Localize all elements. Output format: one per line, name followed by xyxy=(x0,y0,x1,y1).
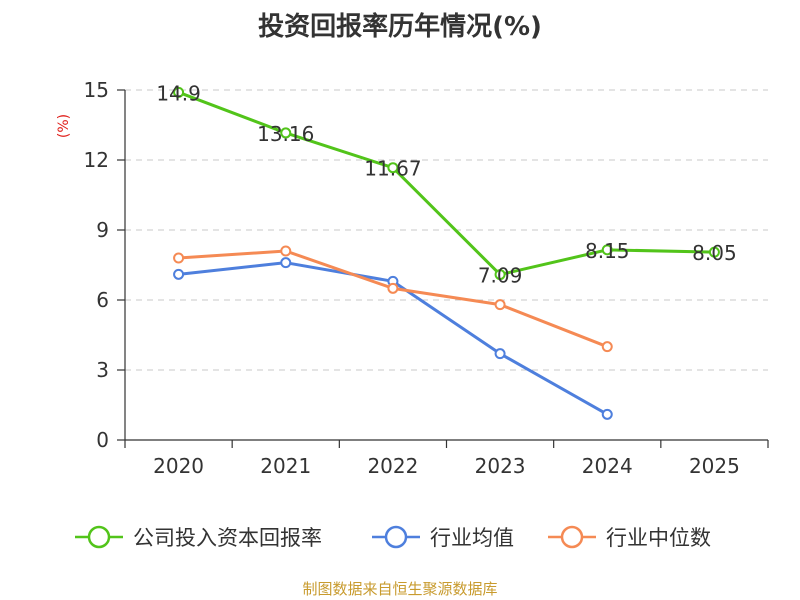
series-0-data-label-2023: 7.09 xyxy=(478,264,523,288)
x-tick-label-2024: 2024 xyxy=(582,454,633,478)
x-tick-label-2021: 2021 xyxy=(260,454,311,478)
series-0-point-2022 xyxy=(387,162,399,174)
series-0-data-label-2022: 11.67 xyxy=(364,157,421,181)
legend-marker-2 xyxy=(560,525,584,549)
series-0-point-2020 xyxy=(173,86,185,98)
y-tick-label-3: 9 xyxy=(96,218,109,242)
series-1-point-2020 xyxy=(173,268,185,280)
y-tick-label-5: 15 xyxy=(84,78,109,102)
legend-marker-1 xyxy=(384,525,408,549)
series-2-point-2020 xyxy=(173,252,185,264)
series-0-point-2025 xyxy=(708,246,720,258)
x-tick-label-2023: 2023 xyxy=(475,454,526,478)
y-tick-label-0: 0 xyxy=(96,428,109,452)
y-tick-label-4: 12 xyxy=(84,148,109,172)
series-0-point-2021 xyxy=(280,127,292,139)
y-axis-label: (%) xyxy=(56,114,72,138)
x-tick-label-2025: 2025 xyxy=(689,454,740,478)
series-1-point-2021 xyxy=(280,257,292,269)
series-line-0 xyxy=(178,90,715,277)
series-2-point-2024 xyxy=(601,341,613,353)
series-0-point-2023 xyxy=(494,269,506,281)
x-tick-label-2022: 2022 xyxy=(367,454,418,478)
x-tick-label-2020: 2020 xyxy=(153,454,204,478)
series-1-point-2023 xyxy=(494,348,506,360)
series-0-data-label-2024: 8.15 xyxy=(585,239,630,263)
legend-label-0: 公司投入资本回报率 xyxy=(133,526,322,550)
series-1-point-2024 xyxy=(601,408,613,420)
legend-marker-0 xyxy=(87,525,111,549)
series-0-data-label-2025: 8.05 xyxy=(692,241,737,265)
y-tick-label-1: 3 xyxy=(96,358,109,382)
series-0-data-label-2021: 13.16 xyxy=(257,122,314,146)
series-2-point-2021 xyxy=(280,245,292,257)
series-2-point-2022 xyxy=(387,282,399,294)
chart-title: 投资回报率历年情况(%) xyxy=(258,12,542,42)
series-2-point-2023 xyxy=(494,299,506,311)
series-0-data-label-2020: 14.9 xyxy=(156,81,201,105)
data-source-note: 制图数据来自恒生聚源数据库 xyxy=(302,580,498,598)
legend-label-2: 行业中位数 xyxy=(606,526,711,550)
series-0-point-2024 xyxy=(601,244,613,256)
y-tick-label-2: 6 xyxy=(96,288,109,312)
legend-label-1: 行业均值 xyxy=(430,526,514,550)
